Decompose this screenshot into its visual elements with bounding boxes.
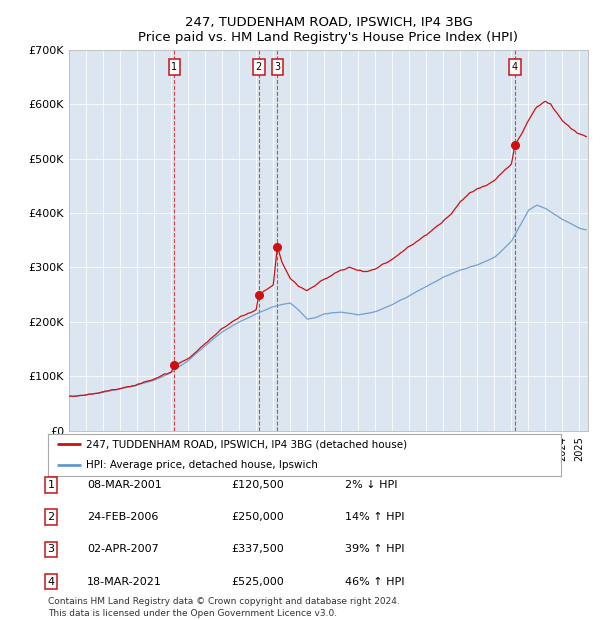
Text: 4: 4	[512, 62, 518, 72]
Text: 02-APR-2007: 02-APR-2007	[87, 544, 159, 554]
Text: 08-MAR-2001: 08-MAR-2001	[87, 480, 162, 490]
Text: 46% ↑ HPI: 46% ↑ HPI	[345, 577, 404, 587]
Text: £525,000: £525,000	[231, 577, 284, 587]
Text: 3: 3	[47, 544, 55, 554]
Text: £250,000: £250,000	[231, 512, 284, 522]
Text: This data is licensed under the Open Government Licence v3.0.: This data is licensed under the Open Gov…	[48, 609, 337, 618]
Title: 247, TUDDENHAM ROAD, IPSWICH, IP4 3BG
Price paid vs. HM Land Registry's House Pr: 247, TUDDENHAM ROAD, IPSWICH, IP4 3BG Pr…	[139, 16, 518, 44]
Text: £337,500: £337,500	[231, 544, 284, 554]
Text: 2: 2	[256, 62, 262, 72]
Text: 247, TUDDENHAM ROAD, IPSWICH, IP4 3BG (detached house): 247, TUDDENHAM ROAD, IPSWICH, IP4 3BG (d…	[86, 439, 407, 449]
Text: 2% ↓ HPI: 2% ↓ HPI	[345, 480, 398, 490]
Text: 1: 1	[47, 480, 55, 490]
Text: 14% ↑ HPI: 14% ↑ HPI	[345, 512, 404, 522]
Text: 24-FEB-2006: 24-FEB-2006	[87, 512, 158, 522]
Text: 1: 1	[171, 62, 178, 72]
Text: 18-MAR-2021: 18-MAR-2021	[87, 577, 162, 587]
Text: 3: 3	[274, 62, 281, 72]
Text: 39% ↑ HPI: 39% ↑ HPI	[345, 544, 404, 554]
Text: 2: 2	[47, 512, 55, 522]
Text: 4: 4	[47, 577, 55, 587]
Text: Contains HM Land Registry data © Crown copyright and database right 2024.: Contains HM Land Registry data © Crown c…	[48, 597, 400, 606]
Text: HPI: Average price, detached house, Ipswich: HPI: Average price, detached house, Ipsw…	[86, 460, 319, 470]
Text: £120,500: £120,500	[231, 480, 284, 490]
